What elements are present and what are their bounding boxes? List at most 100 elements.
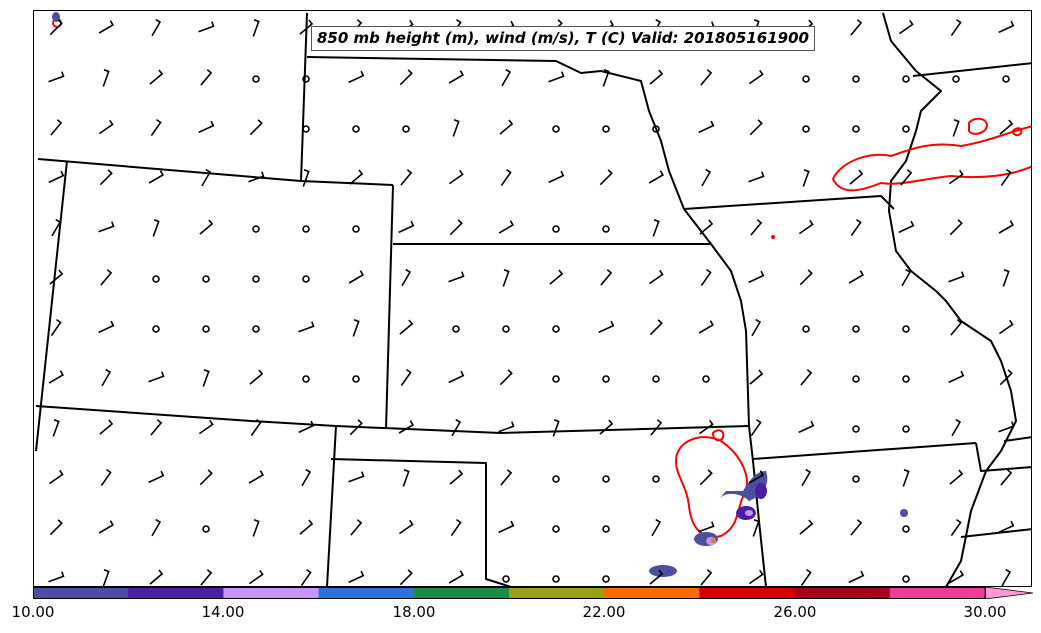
calm-wind-marker (652, 375, 660, 383)
wind-barb (48, 571, 65, 583)
wind-barb (998, 20, 1015, 34)
wind-barb (998, 319, 1014, 335)
wind-barb (752, 519, 760, 537)
wind-barb (699, 469, 713, 486)
calm-wind-marker (652, 475, 660, 483)
wind-barb (850, 218, 862, 237)
wind-barb (398, 420, 414, 434)
wind-barb (348, 471, 365, 483)
wind-barb (301, 468, 312, 487)
wind-barb (450, 518, 462, 537)
wind-barb (98, 119, 114, 135)
wind-barb (349, 169, 364, 185)
wind-barb (152, 219, 160, 237)
colorbar-label-30: 30.00 (963, 603, 1007, 621)
state-boundaries (35, 12, 1031, 586)
colorbar-segment (509, 587, 605, 599)
wind-barb (501, 68, 512, 87)
colorbar-segment (33, 587, 129, 599)
wind-barb (399, 569, 413, 586)
wind-barb (98, 320, 115, 334)
wind-barb (751, 318, 762, 337)
wind-barb (350, 519, 363, 536)
wind-barb (900, 169, 913, 186)
wind-barb (302, 169, 310, 187)
wind-barb (49, 519, 63, 536)
calm-wind-marker (302, 225, 310, 233)
wind-barb (98, 221, 115, 233)
wind-barb (552, 419, 560, 437)
wind-barb (249, 369, 264, 385)
wind-barb (348, 570, 365, 584)
wind-barb (999, 369, 1013, 386)
wind-barb (949, 469, 964, 485)
wind-barb (948, 570, 964, 584)
wind-barb (950, 518, 962, 537)
wind-barb (252, 19, 260, 37)
calm-wind-marker (552, 125, 560, 133)
calm-wind-marker (352, 375, 360, 383)
wind-barb (198, 120, 215, 134)
calm-wind-marker (302, 125, 310, 133)
calm-wind-marker (502, 325, 510, 333)
calm-wind-marker (302, 375, 310, 383)
wind-barb (200, 569, 213, 586)
colorbar-segment (604, 587, 700, 599)
wind-barb (649, 319, 663, 336)
wind-barb (52, 419, 60, 437)
wind-barbs (48, 18, 1015, 586)
wind-barb (99, 169, 113, 186)
wind-barb (698, 320, 714, 334)
wind-barb (348, 70, 365, 84)
wind-barb (200, 69, 213, 86)
wind-barb (748, 569, 764, 585)
wind-barb (1000, 469, 1013, 486)
calm-wind-marker (902, 125, 910, 133)
wind-barb (950, 319, 963, 336)
wind-barb (149, 69, 164, 85)
wind-barb (801, 468, 812, 487)
calm-wind-marker (352, 225, 360, 233)
wind-barb (649, 569, 664, 585)
wind-barb (750, 418, 762, 437)
colorbar-label-18: 18.00 (392, 603, 436, 621)
wind-barb (399, 69, 413, 86)
wind-barb (452, 119, 460, 137)
wind-barb (299, 519, 314, 535)
calm-wind-marker (902, 375, 910, 383)
wind-barb (50, 318, 62, 337)
wind-barb (300, 568, 312, 586)
colorbar (33, 587, 1033, 599)
wind-barb (949, 219, 963, 236)
wind-barb (202, 369, 210, 387)
wind-barb (600, 269, 613, 286)
wind-barb (998, 421, 1015, 433)
wind-barb (802, 169, 810, 187)
wind-barb (151, 518, 162, 537)
colorbar-extend-arrow (984, 587, 1033, 599)
wind-barb (700, 569, 713, 586)
wind-barb (748, 69, 764, 85)
wind-barb (249, 119, 263, 136)
calm-wind-marker (552, 375, 560, 383)
wind-barb (799, 269, 813, 286)
wind-barb (950, 18, 962, 37)
calm-wind-marker (602, 225, 610, 233)
map-panel: 850 mb height (m), wind (m/s), T (C) Val… (33, 10, 1032, 587)
calm-wind-marker (252, 225, 260, 233)
wind-barb (151, 18, 162, 37)
map-canvas (35, 12, 1031, 586)
wind-barb (150, 118, 162, 137)
calm-wind-marker (852, 75, 860, 83)
calm-wind-marker (552, 325, 560, 333)
calm-wind-marker (252, 325, 260, 333)
wind-barb (400, 368, 412, 387)
wind-barb (252, 519, 260, 537)
calm-wind-marker (1002, 75, 1010, 83)
wind-barb (101, 368, 112, 387)
wind-barb (198, 21, 215, 33)
colorbar-segment (413, 587, 510, 599)
calm-wind-marker (802, 325, 810, 333)
wind-barb (51, 218, 62, 237)
wind-barb (902, 469, 910, 487)
